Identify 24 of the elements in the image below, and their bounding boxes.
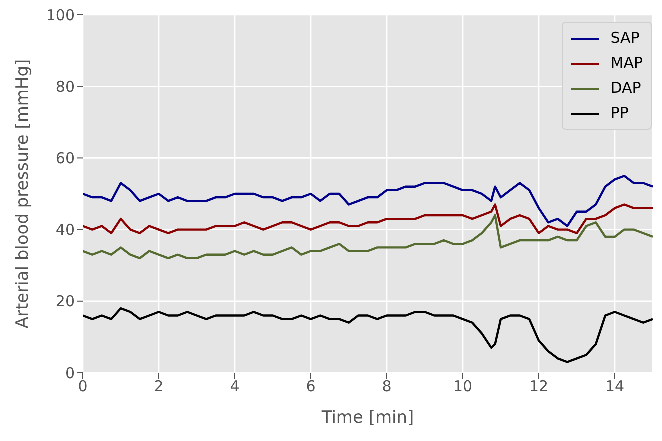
y-tick-label: 40 [56,221,75,240]
line-series [83,175,653,228]
x-tick-label: 10 [453,378,473,396]
y-tick-label: 60 [56,150,75,168]
x-tick-label: 12 [529,378,549,396]
y-tick-label: 100 [46,6,75,24]
x-tick-label: 8 [382,378,392,396]
legend-label: PP [610,103,629,124]
x-axis-title: Time [min] [320,408,414,428]
x-tick-label: 14 [605,378,625,396]
y-tick-label: 80 [56,78,75,96]
line-series [83,307,653,364]
y-axis-title: Arterial blood pressure [mmHg] [13,59,34,329]
legend-label: SAP [610,28,640,49]
y-tick-label: 20 [56,292,75,311]
x-tick-label: 6 [306,378,316,396]
legend-label: DAP [610,78,642,99]
y-tick-label: 0 [65,364,75,382]
legend-label: MAP [610,53,643,74]
line-series [83,204,653,234]
x-tick-label: 2 [154,378,164,396]
line-series [83,214,653,260]
x-tick-label: 0 [78,378,88,396]
x-tick-label: 4 [230,378,240,396]
